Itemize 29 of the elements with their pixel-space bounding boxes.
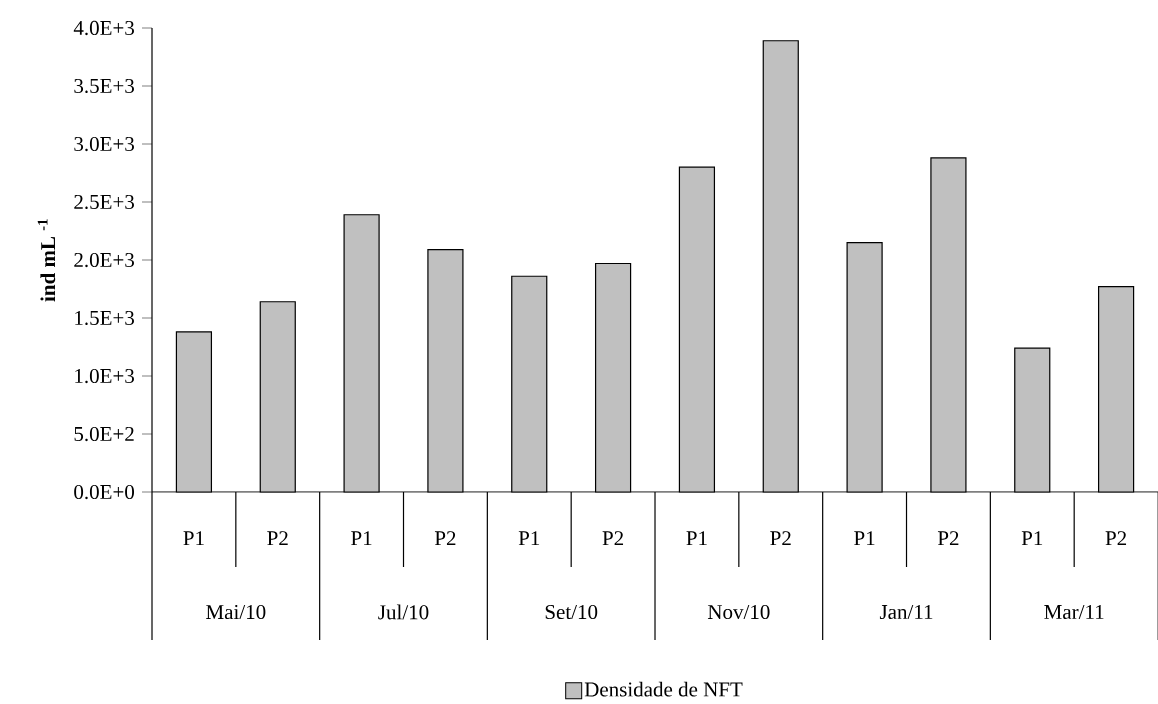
y-tick-label: 1.5E+3: [75, 310, 134, 326]
y-tick-label: 4.0E+3: [73, 20, 134, 36]
x-tick-label: P1: [518, 531, 540, 546]
x-tick-label: P1: [351, 531, 372, 546]
x-tick-label: P2: [1105, 531, 1127, 546]
text: Nov/10: [707, 604, 770, 620]
text: Jul/10: [378, 604, 429, 620]
x-tick-label: P2: [267, 531, 288, 546]
y-tick-label: 0.0E+0: [74, 484, 135, 500]
y-tick-label: 2.0E+3: [74, 252, 134, 268]
x-tick-label: P2: [434, 531, 456, 546]
y-tick-label: 3.5E+3: [74, 78, 134, 94]
x-tick-label: P1: [183, 531, 204, 546]
text: Jan/11: [879, 604, 933, 620]
y-tick-label: 5.0E+2: [74, 426, 134, 442]
x-tick-label: P2: [770, 531, 791, 546]
x-tick-label: P1: [686, 531, 707, 546]
text: Set/10: [545, 604, 598, 620]
y-axis-title: ind mL $^{-1}$: [37, 219, 56, 302]
x-tick-label: P1: [854, 531, 875, 546]
x-tick-label: P1: [1021, 531, 1043, 546]
x-tick-label: P2: [937, 531, 959, 546]
text: Mai/10: [206, 604, 266, 620]
y-tick-label: 3.0E+3: [74, 136, 134, 152]
y-tick-label: 1.0E+3: [75, 368, 134, 384]
x-tick-label: P2: [602, 531, 624, 546]
text: Mar/11: [1044, 604, 1104, 620]
y-tick-label: 2.5E+3: [74, 194, 134, 210]
legend-label: Densidade de NFT: [584, 681, 743, 697]
